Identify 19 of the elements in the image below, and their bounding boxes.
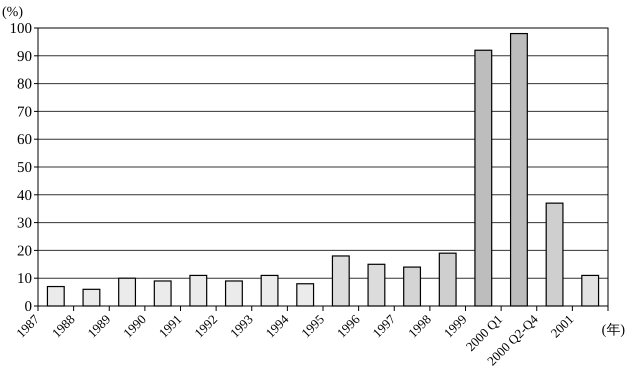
x-tick-label: 1990: [120, 312, 149, 341]
y-tick-label: 50: [17, 160, 32, 176]
y-tick-label: 80: [17, 76, 32, 93]
y-tick-label: 20: [17, 243, 32, 260]
x-tick-label: 1992: [191, 312, 220, 341]
x-axis-title: (年): [602, 322, 626, 338]
x-tick-label: 1989: [84, 312, 114, 341]
y-tick-label: 30: [17, 216, 32, 232]
x-tick-label: 1991: [156, 312, 185, 341]
x-tick-label: 2001: [548, 312, 576, 341]
y-tick-label: 100: [10, 21, 32, 37]
y-tick-label: 40: [17, 188, 32, 204]
y-tick-label: 60: [17, 132, 32, 148]
x-tick-label: 1999: [440, 312, 470, 341]
y-tick-label: 70: [17, 104, 32, 120]
y-tick-label: 90: [17, 48, 32, 65]
y-tick-label: 10: [17, 271, 32, 288]
y-tick-label: 0: [24, 299, 32, 315]
y-axis-title: (%): [2, 5, 24, 20]
